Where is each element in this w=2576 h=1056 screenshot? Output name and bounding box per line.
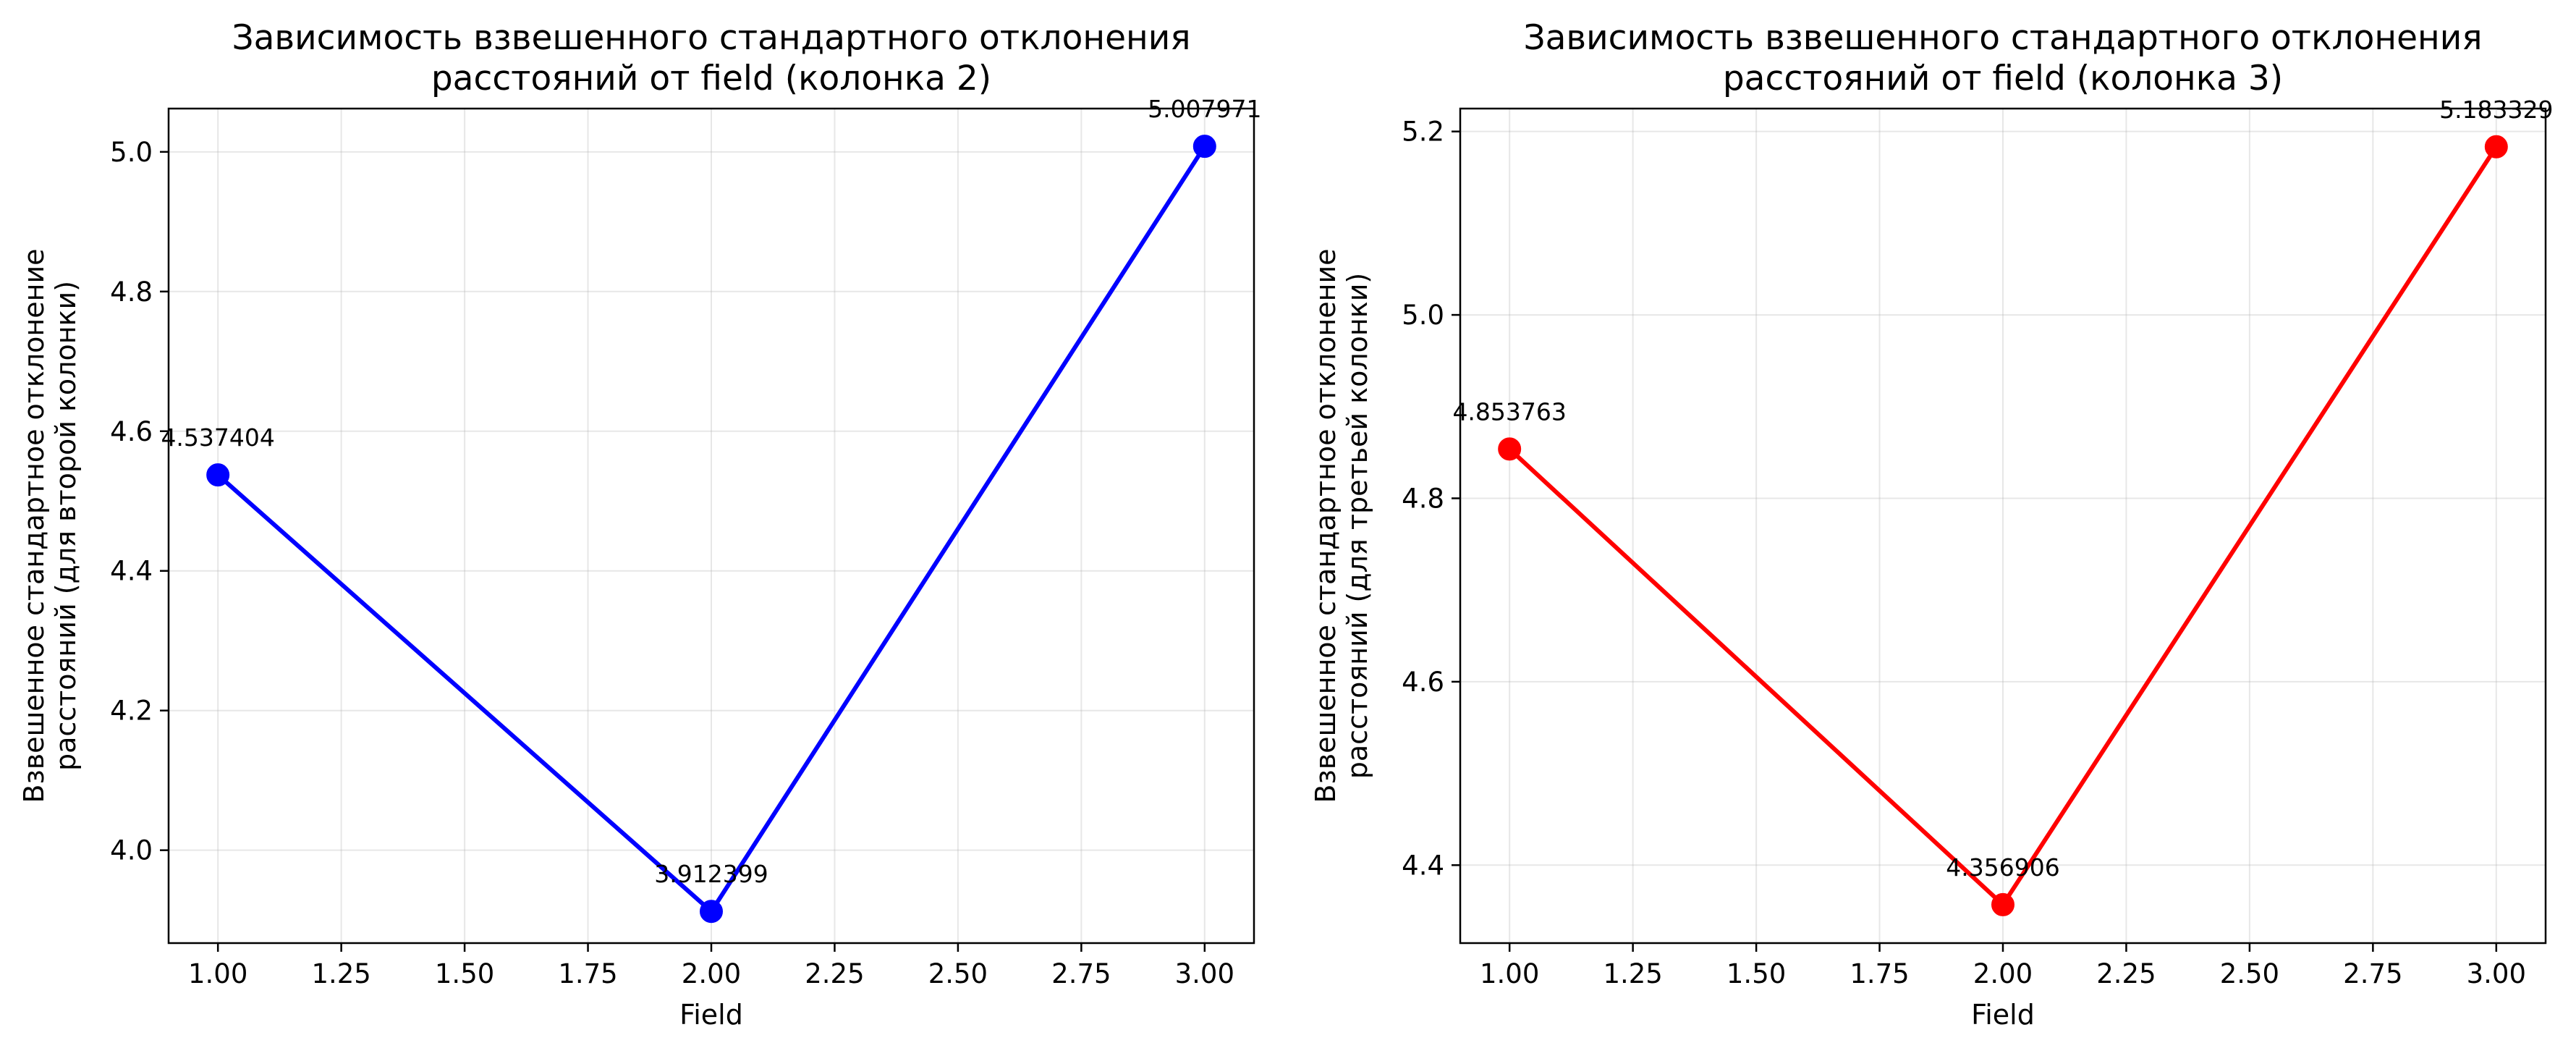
left-chart-title-line-0: Зависимость взвешенного стандартного отк… <box>232 18 1190 58</box>
left-data-label-0: 4.537404 <box>161 423 274 452</box>
right-chart-title: Зависимость взвешенного стандартного отк… <box>1523 18 2482 98</box>
left-y-tick-label-3: 4.6 <box>110 416 153 447</box>
left-x-tick-label-3: 1.75 <box>558 958 617 989</box>
left-y-axis-label: Взвешенное стандартное отклонениерасстоя… <box>18 248 82 803</box>
right-data-label-1: 4.356906 <box>1946 853 2059 882</box>
left-y-tick-label-1: 4.2 <box>110 696 153 727</box>
left-y-tick-label-2: 4.4 <box>110 556 153 587</box>
left-x-tick-label-7: 2.75 <box>1051 958 1111 989</box>
right-y-axis-label-line-1: расстояний (для третьей колонки) <box>1342 273 1373 779</box>
right-data-label-2: 5.183329 <box>2439 96 2553 124</box>
right-chart-title-line-1: расстояний от field (колонка 3) <box>1723 59 2283 98</box>
right-point-2 <box>2484 135 2508 159</box>
left-point-1 <box>700 900 723 924</box>
right-x-axis-label: Field <box>1971 999 2035 1031</box>
right-y-tick-label-3: 5.0 <box>1402 300 1444 331</box>
left-y-tick-label-5: 5.0 <box>110 137 153 168</box>
left-x-tick-label-1: 1.25 <box>311 958 370 989</box>
right-x-tick-label-7: 2.75 <box>2343 958 2402 989</box>
right-y-tick-label-0: 4.4 <box>1402 850 1444 881</box>
left-point-2 <box>1192 135 1216 159</box>
left-x-tick-label-4: 2.00 <box>682 958 741 989</box>
right-y-axis-label: Взвешенное стандартное отклонениерасстоя… <box>1310 248 1373 803</box>
right-x-tick-label-6: 2.50 <box>2220 958 2279 989</box>
right-data-label-0: 4.853763 <box>1452 397 1566 426</box>
left-x-tick-label-8: 3.00 <box>1175 958 1234 989</box>
left-plot-frame <box>167 107 1255 945</box>
left-x-tick-label-6: 2.50 <box>928 958 988 989</box>
left-chart-title-line-1: расстояний от field (колонка 2) <box>431 59 991 98</box>
right-x-tick-label-1: 1.25 <box>1603 958 1662 989</box>
left-y-axis-label-line-1: расстояний (для второй колонки) <box>50 281 82 771</box>
right-x-tick-label-8: 3.00 <box>2467 958 2526 989</box>
left-x-tick-label-0: 1.00 <box>188 958 247 989</box>
left-x-tick-label-5: 2.25 <box>805 958 864 989</box>
left-chart-title: Зависимость взвешенного стандартного отк… <box>232 18 1190 98</box>
right-y-tick-label-1: 4.6 <box>1402 667 1444 698</box>
left-data-label-1: 3.912399 <box>654 860 768 888</box>
left-y-tick-label-4: 4.8 <box>110 276 153 308</box>
left-y-tick-label-0: 4.0 <box>110 835 153 866</box>
right-y-axis-label-line-0: Взвешенное стандартное отклонение <box>1310 248 1342 803</box>
right-point-0 <box>1498 437 1522 461</box>
right-y-tick-label-2: 4.8 <box>1402 483 1444 514</box>
right-x-tick-label-2: 1.50 <box>1726 958 1786 989</box>
right-plot-frame <box>1459 107 2547 945</box>
left-x-axis-label: Field <box>679 999 743 1031</box>
right-point-1 <box>1991 892 2014 916</box>
right-x-tick-label-3: 1.75 <box>1850 958 1909 989</box>
left-x-tick-label-2: 1.50 <box>435 958 494 989</box>
right-x-tick-label-5: 2.25 <box>2096 958 2156 989</box>
left-chart: 1.00 1.25 1.50 1.75 2.00 2.25 2.50 2.75 3.00 4.0 4… <box>18 18 1262 1031</box>
left-y-axis-label-line-0: Взвешенное стандартное отклонение <box>18 248 50 803</box>
left-point-0 <box>206 463 230 487</box>
right-y-tick-label-4: 5.2 <box>1402 117 1444 148</box>
right-x-tick-label-0: 1.00 <box>1480 958 1539 989</box>
right-x-tick-label-4: 2.00 <box>1973 958 2033 989</box>
right-chart: 1.00 1.25 1.50 1.75 2.00 2.25 2.50 2.75 3.00 4.4 4… <box>1310 18 2554 1031</box>
right-chart-title-line-0: Зависимость взвешенного стандартного отк… <box>1523 18 2482 58</box>
